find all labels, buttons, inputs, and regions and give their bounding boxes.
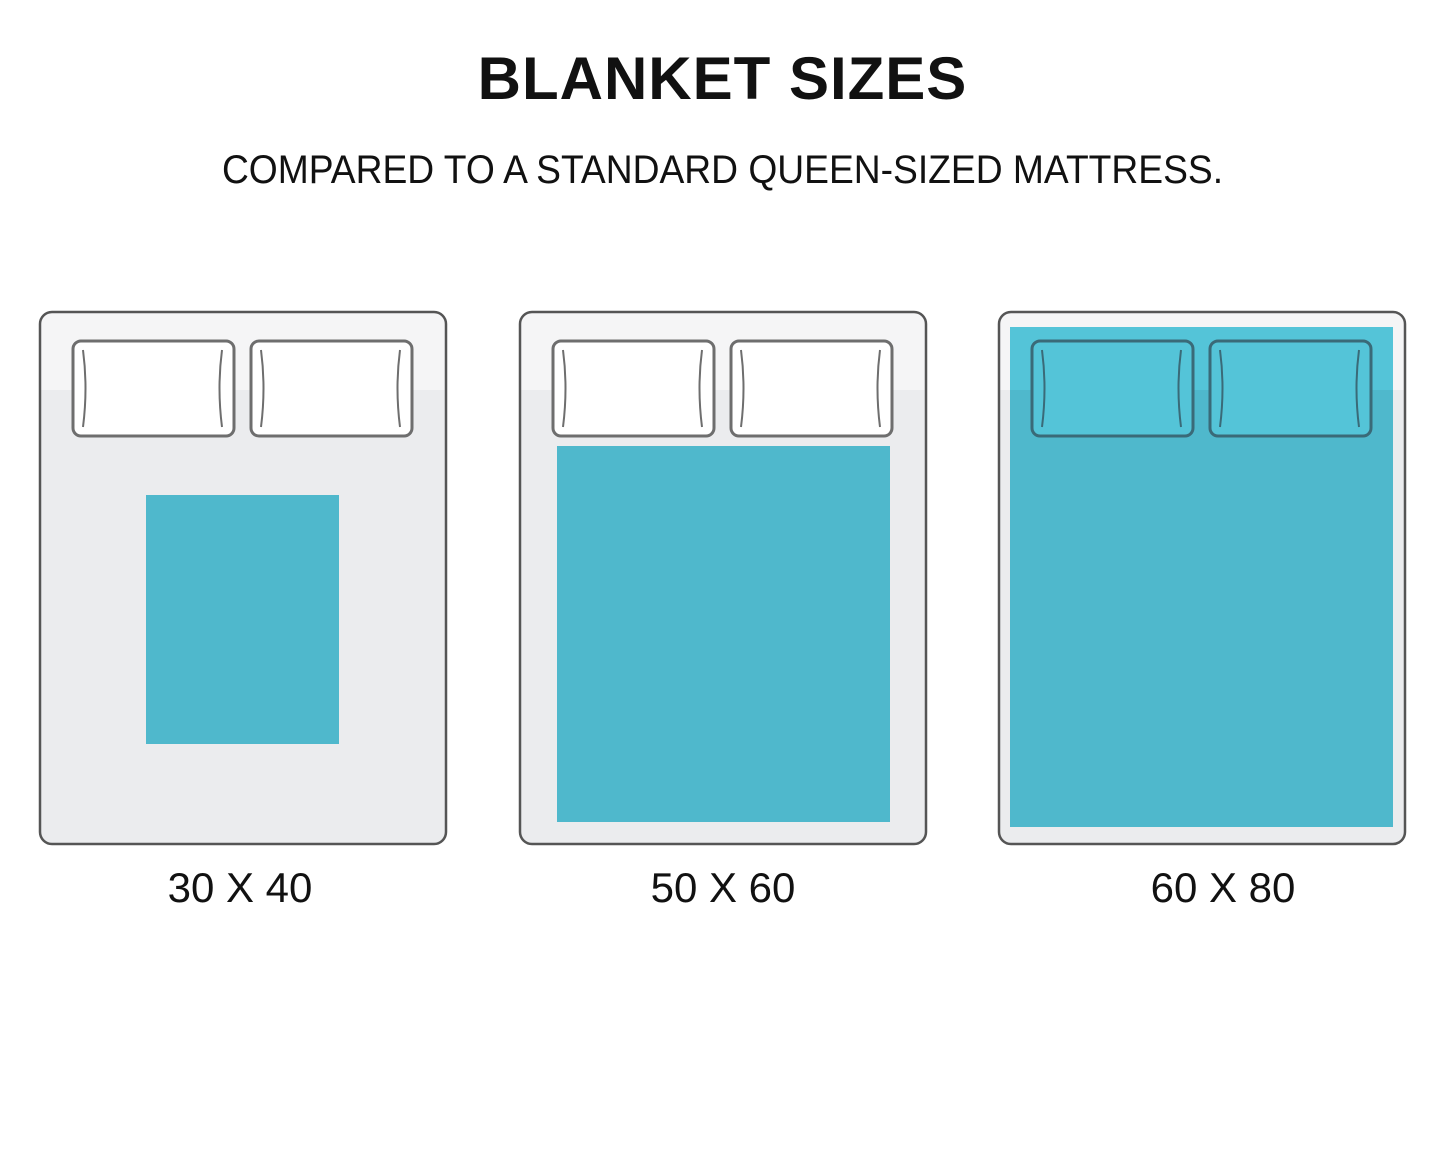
page-subtitle: COMPARED TO A STANDARD QUEEN-SIZED MATTR…	[221, 148, 1224, 192]
size-label-50x60: 50 X 60	[650, 864, 796, 911]
mattress-outline	[518, 310, 928, 846]
size-label-30x40: 30 X 40	[167, 864, 313, 911]
pillow	[551, 339, 716, 438]
blanket	[146, 495, 339, 744]
page-title: BLANKET SIZES	[477, 45, 968, 112]
pillow-crease	[562, 349, 881, 428]
mattress-outline	[38, 310, 448, 846]
pillow	[1030, 339, 1195, 438]
pillow	[729, 339, 894, 438]
blanket	[557, 446, 890, 822]
mattress-outline	[997, 310, 1407, 846]
pillow	[1208, 339, 1373, 438]
pillow	[249, 339, 414, 438]
bed-60x80	[997, 310, 1407, 846]
size-label-60x80: 60 X 80	[1150, 864, 1296, 911]
pillow-crease	[1041, 349, 1360, 428]
bed-50x60	[518, 310, 928, 846]
pillow	[71, 339, 236, 438]
pillow-crease	[82, 349, 401, 428]
bed-30x40	[38, 310, 448, 846]
